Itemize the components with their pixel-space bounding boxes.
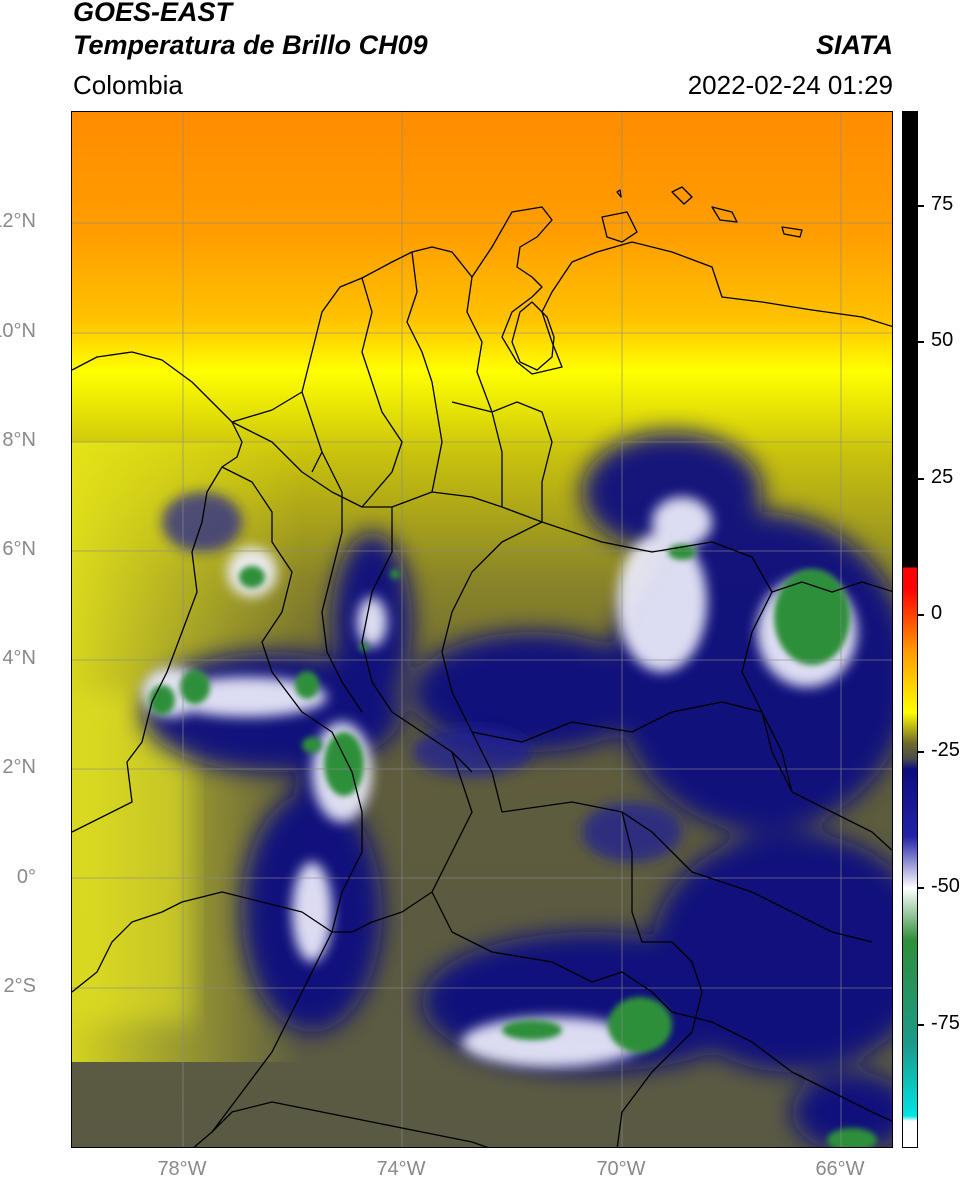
latitude-label: 6°N — [2, 538, 36, 560]
brand-label: SIATA — [816, 30, 893, 60]
colorbar — [902, 111, 918, 1148]
colorbar-label: -75 — [931, 1012, 960, 1034]
title-line-2: Temperatura de Brillo CH09 — [73, 30, 428, 60]
colorbar-tick — [918, 341, 924, 343]
title-line-1: GOES-EAST — [73, 0, 233, 27]
colorbar-label: 50 — [931, 329, 954, 351]
longitude-label: 66°W — [815, 1158, 865, 1180]
brightness-temperature-image — [72, 112, 892, 1147]
satellite-map — [71, 111, 893, 1148]
colorbar-tick — [918, 887, 924, 889]
colorbar-label: 25 — [931, 466, 954, 488]
colorbar-label: 75 — [931, 193, 954, 215]
colorbar-tick — [918, 205, 924, 207]
colorbar-tick — [918, 751, 924, 753]
latitude-label: 8°N — [2, 429, 36, 451]
region-label: Colombia — [73, 70, 183, 100]
colorbar-label: -25 — [931, 739, 960, 761]
colorbar-tick — [918, 478, 924, 480]
colorbar-tick — [918, 1024, 924, 1026]
latitude-label: 12°N — [0, 210, 36, 232]
longitude-label: 70°W — [596, 1158, 646, 1180]
colorbar-tick — [918, 614, 924, 616]
longitude-label: 78°W — [157, 1158, 207, 1180]
latitude-label: 2°S — [3, 975, 36, 997]
latitude-label: 0° — [16, 866, 36, 888]
longitude-label: 74°W — [376, 1158, 426, 1180]
colorbar-label: 0 — [931, 602, 943, 624]
colorbar-label: -50 — [931, 875, 960, 897]
latitude-label: 2°N — [2, 756, 36, 778]
timestamp-label: 2022-02-24 01:29 — [687, 70, 893, 100]
latitude-label: 10°N — [0, 320, 36, 342]
latitude-label: 4°N — [2, 647, 36, 669]
